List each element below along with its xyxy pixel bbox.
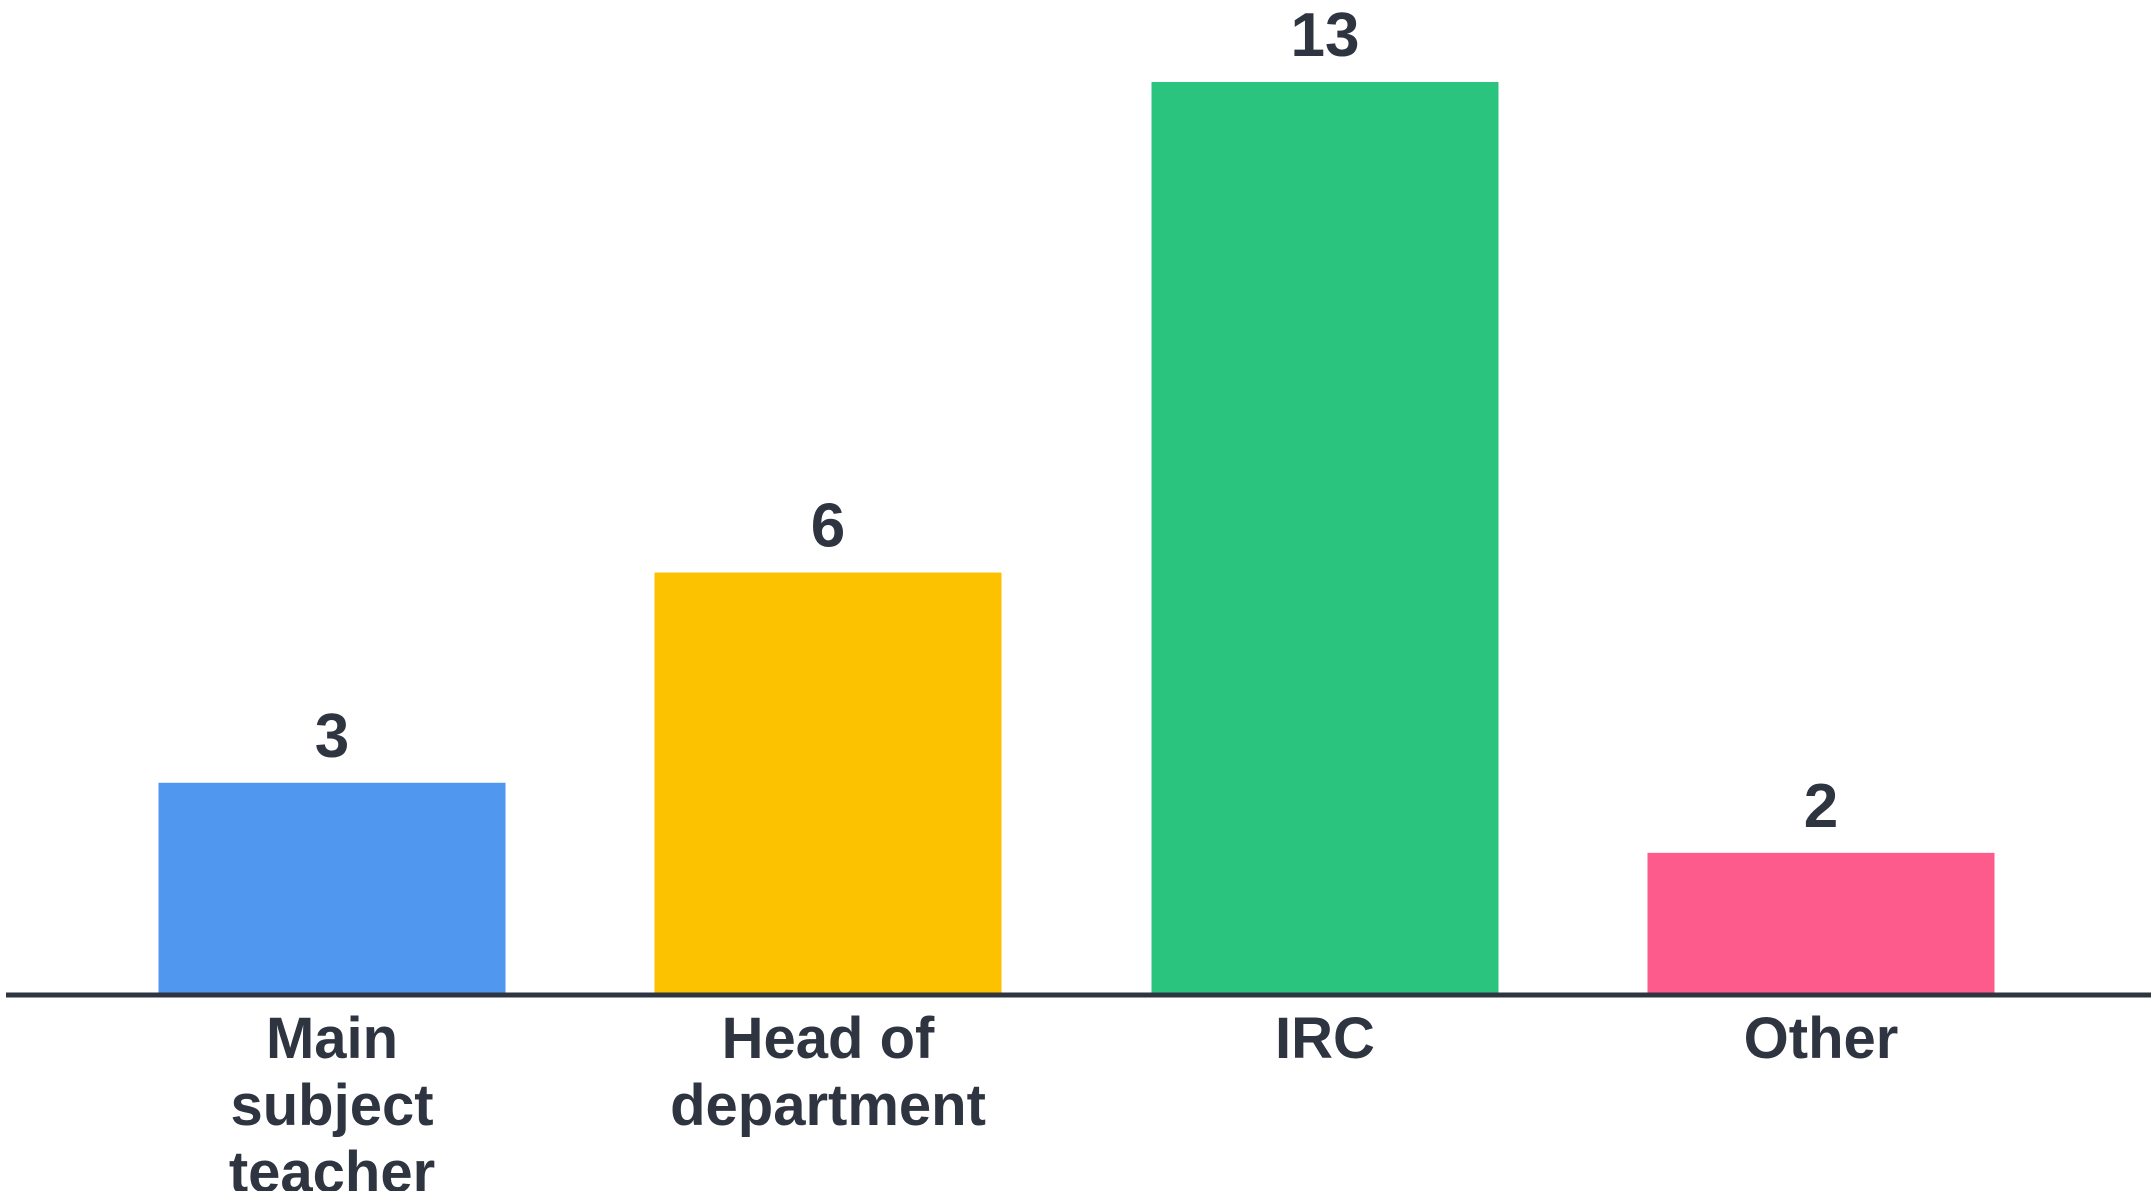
x-tick-label-1-line-2: subject <box>230 1073 433 1138</box>
bar-3 <box>1151 82 1499 993</box>
bar-1 <box>158 782 506 993</box>
x-tick-label-1-line-3: teacher <box>229 1140 435 1191</box>
data-label-3: 13 <box>1291 1 1360 70</box>
bars-layer <box>158 82 1995 993</box>
bar-2 <box>654 572 1002 993</box>
x-tick-label-2-line-1: Head of <box>722 1006 935 1071</box>
value-labels-layer: 3 6 13 2 <box>315 1 1838 841</box>
x-tick-label-4-line-1: Other <box>1744 1006 1899 1071</box>
x-tick-label-1-line-1: Main <box>266 1006 398 1071</box>
bar-4 <box>1647 852 1995 993</box>
data-label-4: 2 <box>1804 772 1838 841</box>
data-label-2: 6 <box>811 492 845 561</box>
x-tick-label-2-line-2: department <box>670 1073 986 1138</box>
x-tick-label-3-line-1: IRC <box>1275 1006 1375 1071</box>
data-label-1: 3 <box>315 702 349 771</box>
